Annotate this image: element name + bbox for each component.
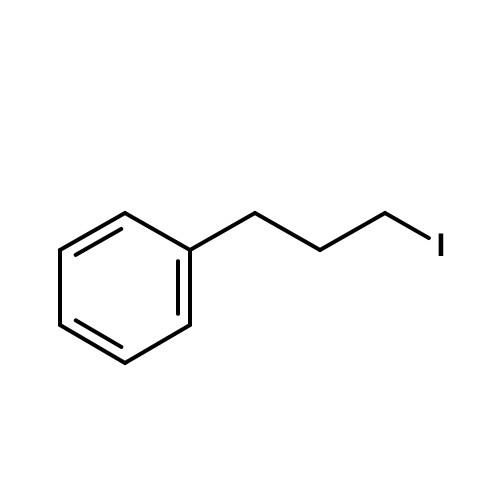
bond xyxy=(125,213,190,250)
bond xyxy=(320,213,385,250)
bond xyxy=(190,213,255,250)
atom-label-i: I xyxy=(437,227,446,263)
bond xyxy=(76,229,122,255)
bond xyxy=(125,325,190,363)
bond xyxy=(255,213,320,250)
molecule-structure: I xyxy=(0,0,500,500)
bond xyxy=(385,213,429,238)
bond xyxy=(76,320,122,347)
